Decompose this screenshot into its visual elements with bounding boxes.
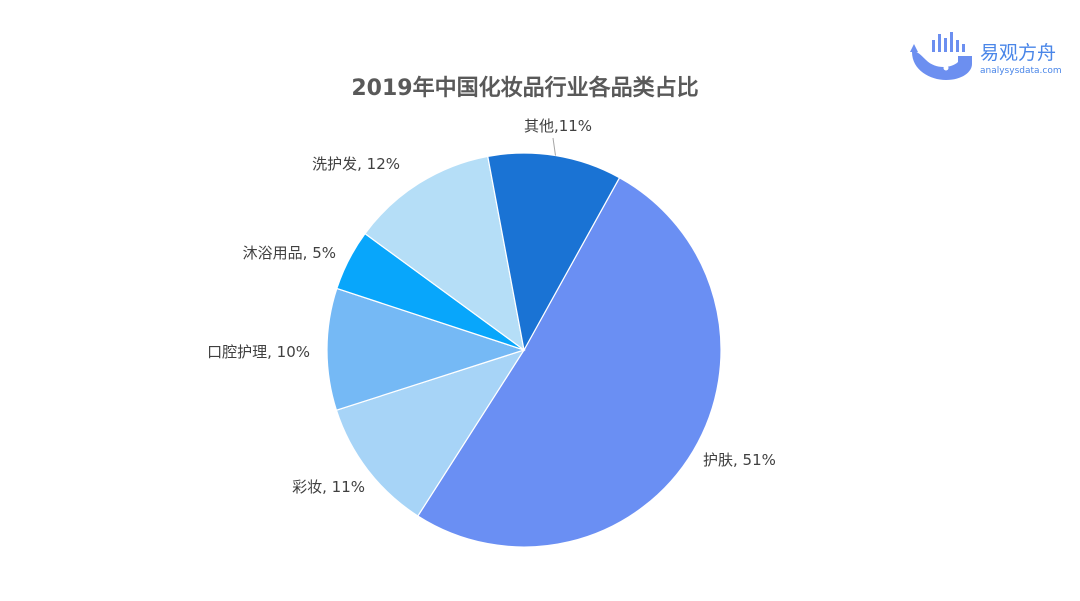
logo-whale-icon	[912, 51, 972, 80]
pie-slice-彩妆	[335, 348, 526, 517]
pie-slice-其他	[487, 152, 621, 352]
brand-logo	[910, 32, 972, 80]
pie-label-沐浴用品: 沐浴用品, 5%	[243, 244, 336, 262]
pie-label-口腔护理: 口腔护理, 10%	[207, 343, 310, 361]
pie-slice-护肤	[417, 176, 722, 548]
chart-title: 2019年中国化妆品行业各品类占比	[351, 76, 699, 101]
pie-slices	[326, 152, 722, 548]
brand-name: 易观方舟	[980, 42, 1057, 64]
pie-label-洗护发: 洗护发, 12%	[312, 155, 400, 173]
pie-label-护肤: 护肤, 51%	[703, 451, 776, 469]
pie-label-其他: 其他,11%	[524, 117, 592, 135]
pie-leader-line	[552, 137, 556, 156]
pie-slice-口腔护理	[326, 287, 526, 411]
pie-slice-洗护发	[364, 155, 525, 352]
pie-labels: 护肤, 51% 彩妆, 11% 口腔护理, 10% 沐浴用品, 5% 洗护发, 12% 其…	[207, 117, 776, 496]
pie-label-彩妆: 彩妆, 11%	[292, 478, 365, 496]
brand-site: analysysdata.com	[980, 66, 1062, 76]
